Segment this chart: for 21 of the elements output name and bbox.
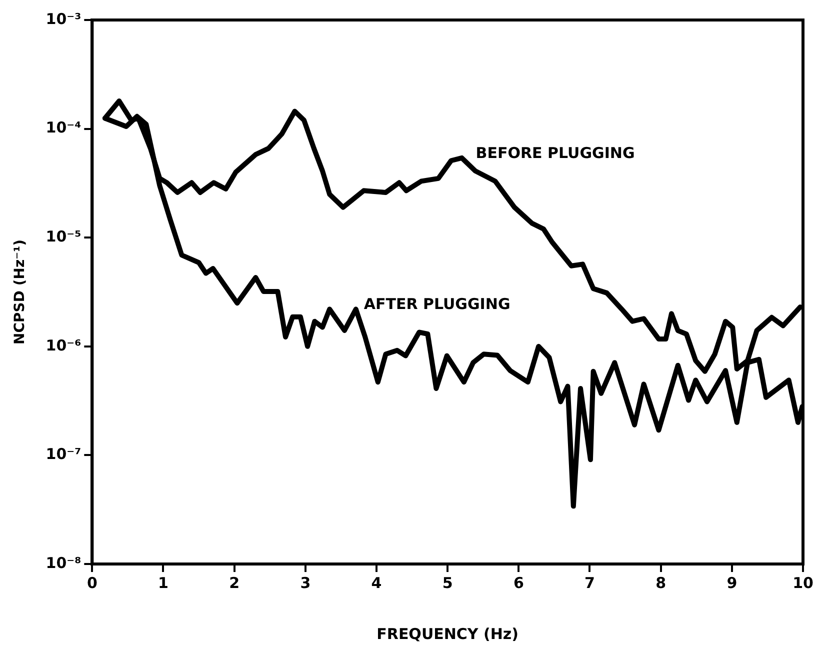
y-tick-label: 10⁻⁶ bbox=[46, 336, 82, 354]
series-label: AFTER PLUGGING bbox=[364, 295, 510, 314]
x-tick-label: 10 bbox=[792, 574, 814, 592]
series-label: BEFORE PLUGGING bbox=[476, 144, 635, 162]
x-tick-label: 2 bbox=[229, 574, 240, 592]
x-tick-label: 8 bbox=[656, 574, 666, 592]
x-tick-label: 5 bbox=[442, 574, 453, 592]
y-axis-title: NCPSD (Hz⁻¹) bbox=[12, 239, 28, 345]
x-axis-title: FREQUENCY (Hz) bbox=[376, 624, 519, 643]
x-tick-label: 9 bbox=[726, 574, 738, 592]
y-tick-label: 10⁻³ bbox=[46, 10, 82, 28]
x-tick-label: 7 bbox=[584, 574, 595, 592]
x-tick-label: 4 bbox=[371, 574, 382, 592]
x-tick-label: 1 bbox=[158, 574, 168, 592]
y-tick-label: 10⁻⁷ bbox=[46, 445, 82, 464]
y-tick-label: 10⁻⁵ bbox=[46, 227, 82, 246]
y-tick-label: 10⁻⁴ bbox=[46, 118, 82, 137]
x-tick-label: 6 bbox=[513, 574, 524, 592]
x-tick-label: 3 bbox=[300, 574, 311, 592]
x-tick-label: 0 bbox=[86, 574, 98, 592]
y-tick-label: 10⁻⁸ bbox=[46, 554, 82, 572]
